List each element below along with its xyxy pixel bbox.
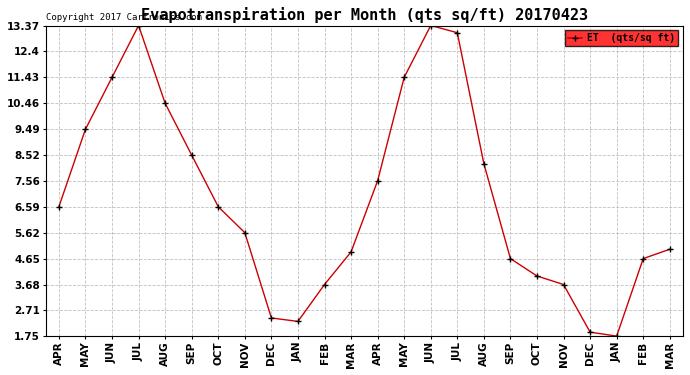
Text: Copyright 2017 Cartronics.com: Copyright 2017 Cartronics.com bbox=[46, 13, 202, 22]
Title: Evapotranspiration per Month (qts sq/ft) 20170423: Evapotranspiration per Month (qts sq/ft)… bbox=[141, 7, 588, 23]
Legend: ET  (qts/sq ft): ET (qts/sq ft) bbox=[565, 30, 678, 46]
